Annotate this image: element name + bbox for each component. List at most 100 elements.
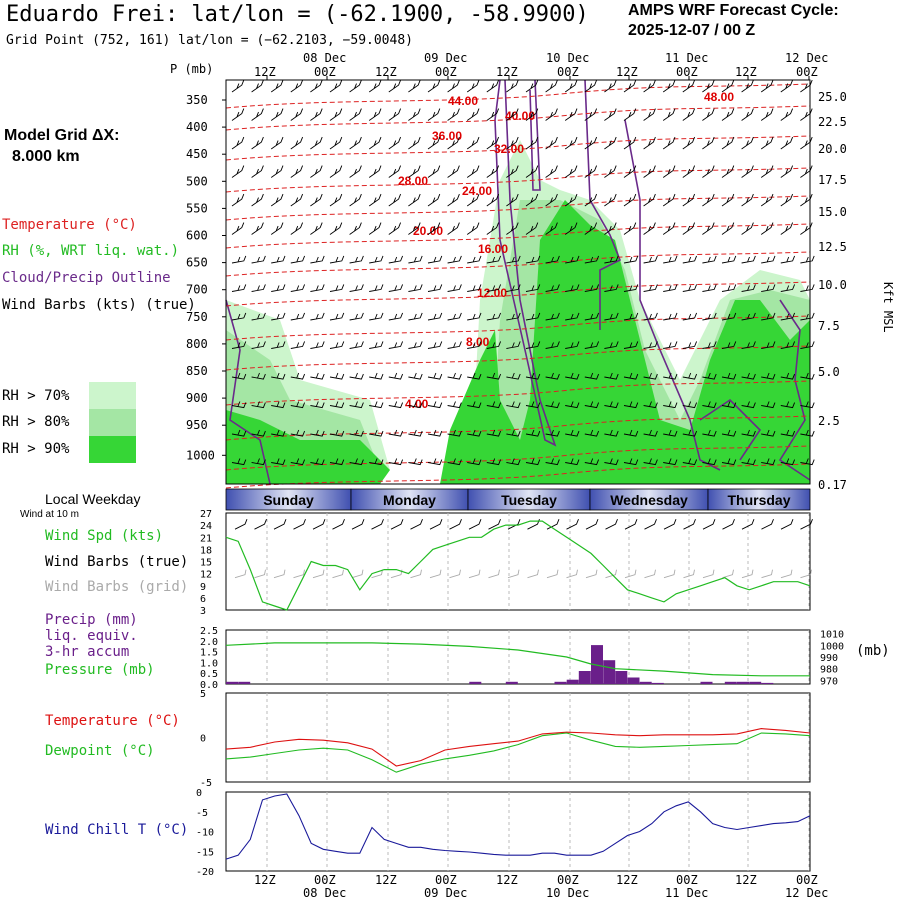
accum-label: 3-hr accum (45, 644, 130, 660)
wind-barb (564, 136, 578, 150)
temp-tick-label: -5 (200, 778, 212, 789)
wind-barb (545, 284, 560, 292)
wind-barb (663, 458, 678, 466)
cloud-outline (494, 79, 557, 447)
pressure-tick-label: 550 (186, 201, 208, 215)
isotherm-line (225, 167, 811, 193)
wind-barb-true (741, 518, 755, 530)
wind-barb (349, 284, 364, 292)
wind-barb (702, 401, 717, 409)
wind-barb (506, 341, 521, 349)
time-tick-bottom: 00Z (557, 873, 579, 887)
wind-barb (329, 165, 343, 178)
wind-barb (525, 255, 541, 264)
wind-barb (780, 341, 796, 349)
wind-barb (564, 79, 578, 93)
time-tick-top: 12Z (616, 65, 638, 79)
wind-barb (388, 255, 404, 264)
time-tick-bottom: 00Z (435, 873, 457, 887)
wind-barb (369, 255, 384, 264)
wind-tick-label: 3 (200, 606, 206, 617)
wind-barb (506, 372, 521, 380)
wind-barb (741, 401, 756, 409)
wind-barb (310, 341, 325, 349)
wind-barb-true (468, 518, 482, 530)
wind-barb (643, 79, 656, 93)
grid-point-label: Grid Point (752, 161) lat/lon = (−62.210… (6, 33, 413, 48)
wind-barb (368, 136, 382, 150)
wind-barb-true (800, 518, 813, 530)
wind-barb (467, 341, 482, 349)
pressure-tick-label: 500 (186, 174, 208, 188)
wind-barb (388, 136, 402, 150)
wind-barb (447, 193, 460, 207)
isotherm-label: 20.00 (413, 224, 443, 238)
wind-barb (251, 284, 266, 292)
wind-barb (643, 222, 656, 235)
precip-tick-label: 1.5 (200, 648, 218, 659)
rh80-legend: RH > 80% (2, 414, 70, 430)
wind-barb (761, 458, 776, 466)
date-label-bottom: 11 Dec (665, 886, 708, 900)
wind-barb (604, 79, 617, 93)
wind-barb-grid (702, 569, 715, 579)
wind-barb (604, 108, 617, 121)
wind-barb (702, 429, 717, 437)
height-tick-label: 15.0 (818, 205, 847, 219)
wind-barb (427, 136, 441, 150)
wind-barb (447, 458, 462, 466)
isotherm-line (225, 281, 811, 307)
precip-label: Precip (mm) (45, 612, 138, 628)
precip-bar (651, 682, 664, 684)
wind-barb (584, 222, 598, 235)
chill-tick-label: -15 (196, 847, 214, 858)
pressure-axis-title: P (mb) (170, 62, 214, 76)
wind-barb (800, 255, 815, 264)
wind-barb (565, 312, 580, 321)
precip-bar (603, 660, 616, 684)
wind-barb-true (546, 518, 560, 530)
wind-barb-grid (254, 569, 266, 579)
wind-barb (584, 165, 598, 178)
precip-bar (226, 681, 238, 684)
wind-barb (545, 165, 558, 178)
pressure-tick-label: 950 (186, 418, 208, 432)
wind-barb (584, 312, 600, 321)
wind-barb (604, 284, 619, 292)
pressure-tick-label: 650 (186, 256, 208, 270)
wind-barb (741, 136, 754, 150)
precip-tick-label: 0.0 (200, 680, 218, 691)
wind-barb (231, 222, 245, 235)
height-tick-label: 25.0 (818, 90, 847, 104)
date-label-top: 08 Dec (303, 51, 346, 65)
wind-barb (545, 341, 560, 349)
wind-barb (780, 429, 796, 437)
precip-tick-label: 2.0 (200, 637, 218, 648)
wind-barb (623, 458, 639, 466)
wind-barb (643, 284, 658, 292)
wind-barb (682, 284, 698, 292)
wind-barb (741, 284, 756, 292)
wind-barb (329, 79, 343, 93)
rh70-swatch (89, 382, 136, 409)
isotherm-label: 40.00 (505, 109, 535, 123)
wind-barb (584, 341, 600, 349)
wind-barb-true (605, 518, 618, 530)
wind-barb (761, 372, 776, 380)
wind-barb (780, 401, 796, 409)
wind-barb (349, 372, 364, 380)
precip-bar (238, 681, 251, 684)
wind-barb (310, 136, 323, 150)
wind-barb (604, 312, 619, 321)
wind-barb (662, 136, 676, 150)
wind-barb-grid (644, 569, 656, 579)
precip-bar (639, 681, 652, 684)
wind-barb (506, 193, 519, 207)
wind-barb (486, 255, 502, 264)
rh-shading (225, 79, 811, 485)
wind-barb (251, 372, 266, 380)
wind-barb (349, 401, 364, 409)
wind-barb (584, 193, 598, 207)
wind-barb (761, 255, 776, 264)
wind-barb (741, 222, 754, 235)
